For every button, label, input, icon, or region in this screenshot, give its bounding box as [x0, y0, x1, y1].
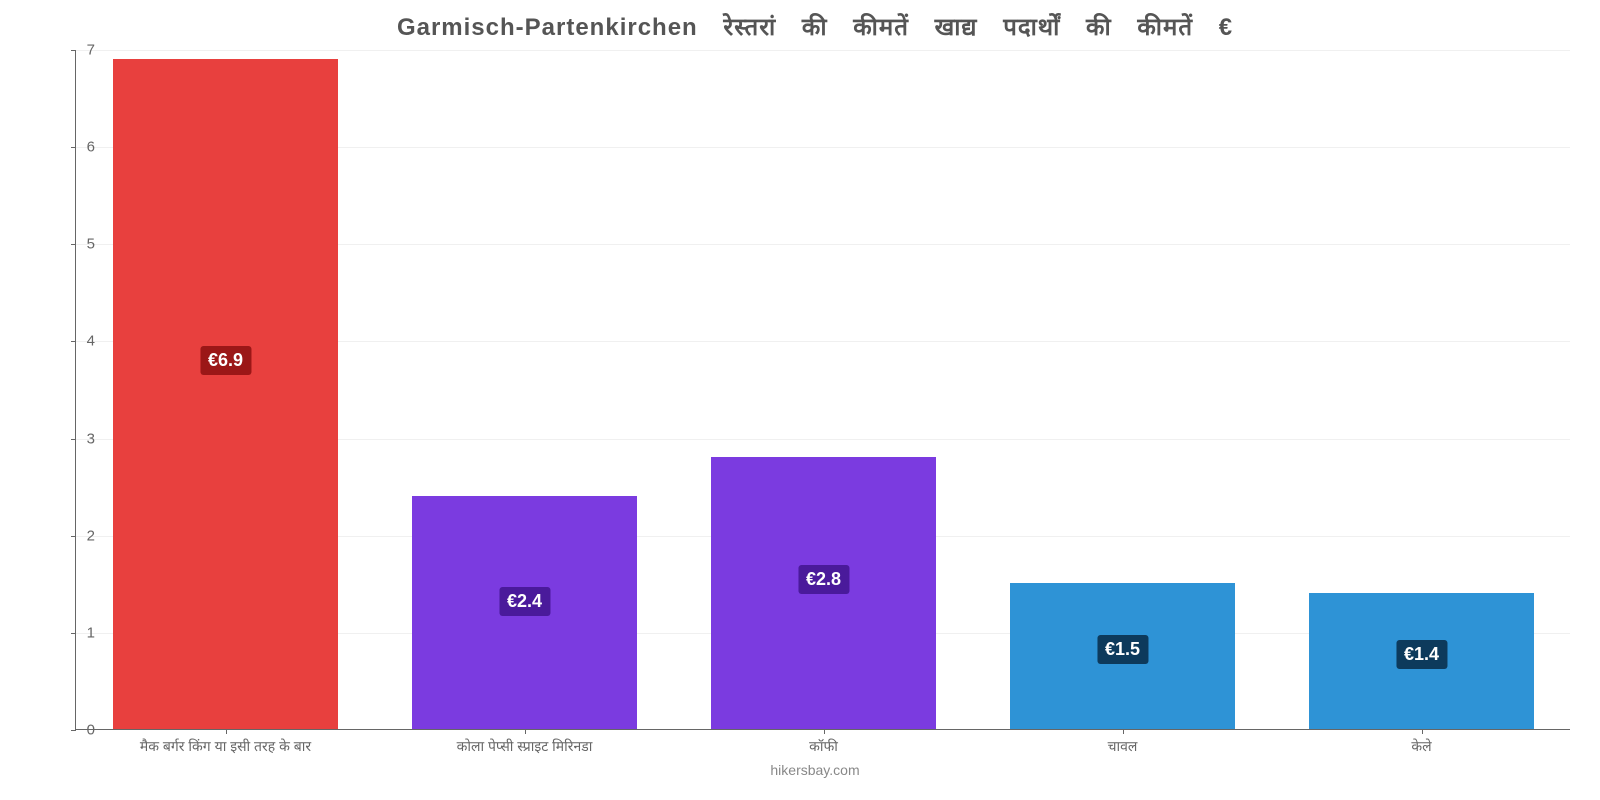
x-axis-label: कोला पेप्सी स्प्राइट मिरिनडा — [457, 737, 593, 756]
bar-value-label: €2.8 — [798, 565, 849, 594]
y-tick-label: 3 — [65, 430, 95, 447]
x-axis-label: कॉफी — [809, 737, 838, 756]
source-label: hikersbay.com — [770, 762, 859, 778]
y-tick-label: 4 — [65, 333, 95, 350]
bar-value-label: €1.4 — [1396, 640, 1447, 669]
x-axis-label: केले — [1411, 737, 1431, 756]
y-tick-label: 7 — [65, 42, 95, 59]
x-tick-mark — [1123, 729, 1124, 734]
x-tick-mark — [824, 729, 825, 734]
y-tick-label: 6 — [65, 139, 95, 156]
x-tick-mark — [525, 729, 526, 734]
y-tick-label: 1 — [65, 624, 95, 641]
bar: €2.4 — [412, 496, 636, 729]
bar: €1.5 — [1010, 583, 1234, 729]
bar: €6.9 — [113, 59, 337, 729]
gridline — [76, 50, 1570, 51]
chart-title: Garmisch-Partenkirchen रेस्तरां की कीमते… — [50, 10, 1580, 40]
x-axis-label: चावल — [1108, 737, 1138, 756]
x-tick-mark — [226, 729, 227, 734]
bar-value-label: €6.9 — [200, 346, 251, 375]
chart-container: Garmisch-Partenkirchen रेस्तरां की कीमते… — [50, 10, 1580, 780]
bar-value-label: €1.5 — [1097, 635, 1148, 664]
x-axis-label: मैक बर्गर किंग या इसी तरह के बार — [140, 737, 311, 756]
x-tick-mark — [1422, 729, 1423, 734]
y-tick-label: 5 — [65, 236, 95, 253]
y-tick-label: 2 — [65, 527, 95, 544]
bar: €2.8 — [711, 457, 935, 729]
y-tick-label: 0 — [65, 722, 95, 739]
bar-value-label: €2.4 — [499, 587, 550, 616]
plot-area: 01234567€6.9मैक बर्गर किंग या इसी तरह के… — [75, 50, 1570, 730]
bar: €1.4 — [1309, 593, 1533, 729]
